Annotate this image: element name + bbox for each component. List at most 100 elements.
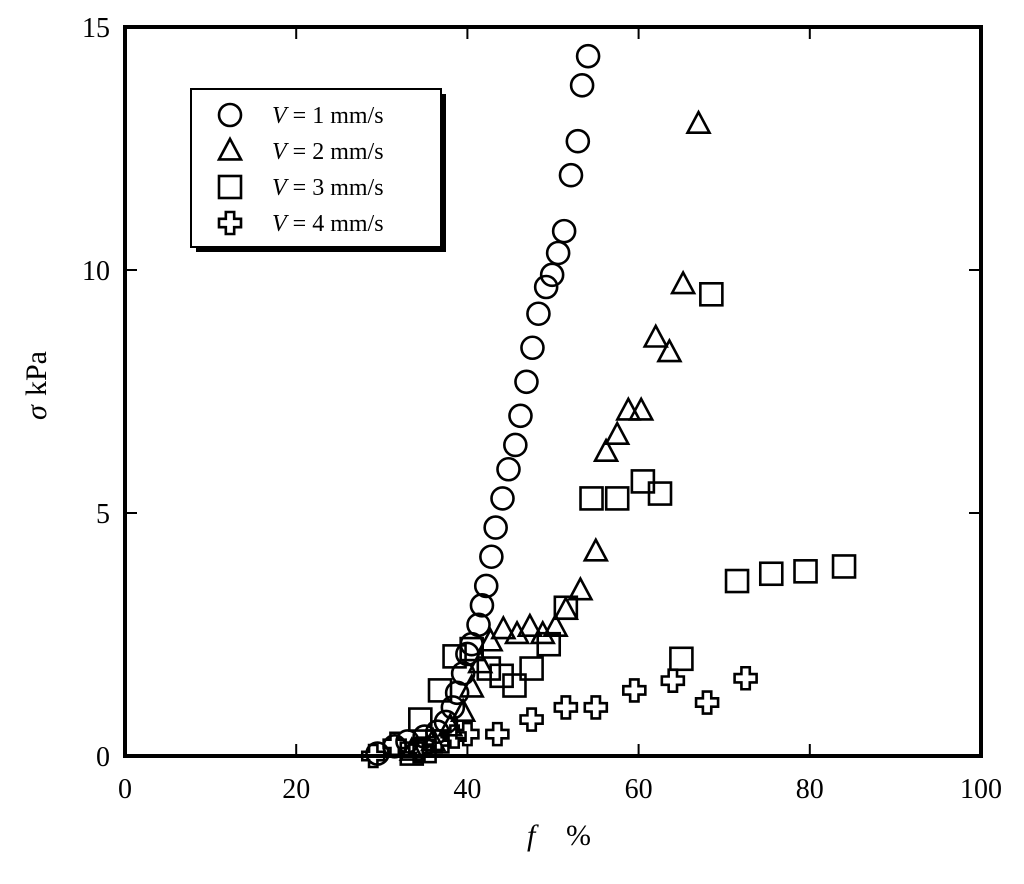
- legend-items: V = 1 mm/s V = 2 mm/s V = 3 mm/s V = 4 mm/s: [216, 102, 384, 237]
- square-data-point: [793, 559, 818, 584]
- square-data-point: [604, 486, 630, 511]
- circle-data-point: [558, 162, 584, 188]
- cross-data-point: [660, 668, 686, 693]
- circle-data-point: [483, 515, 508, 540]
- circle-data-point: [496, 456, 521, 482]
- square-data-point: [427, 678, 453, 703]
- x-tick-label: 80: [796, 774, 824, 805]
- square-data-point: [553, 595, 579, 621]
- triangle-data-point: [592, 437, 620, 463]
- circle-data-point: [473, 573, 499, 599]
- x-tick-label: 100: [960, 774, 1002, 805]
- triangle-data-point: [604, 420, 631, 446]
- legend-label: V = 4 mm/s: [272, 211, 384, 237]
- legend-label: V = 3 mm/s: [272, 175, 384, 201]
- cross-data-point: [733, 665, 758, 691]
- circle-data-point: [533, 274, 559, 300]
- y-tick-label: 10: [82, 256, 110, 287]
- cross-data-point: [408, 736, 433, 762]
- square-data-point: [831, 554, 857, 579]
- cross-data-point: [553, 695, 579, 720]
- square-data-point: [519, 656, 544, 681]
- x-tick-label: 60: [625, 774, 653, 805]
- circle-data-point: [466, 612, 491, 638]
- triangle-data-point: [458, 673, 485, 698]
- legend-cross-icon: [217, 210, 243, 236]
- square-data-point: [669, 646, 694, 672]
- square-data-point: [408, 707, 433, 732]
- legend-square-icon: [217, 174, 243, 200]
- legend: V = 1 mm/s V = 2 mm/s V = 3 mm/s V = 4 mm/s: [190, 88, 446, 252]
- legend-triangle-icon: [216, 136, 244, 161]
- circle-data-point: [526, 301, 551, 327]
- plot-frame: [123, 25, 983, 758]
- cross-data-point: [519, 707, 544, 732]
- x-axis-label: f %: [527, 819, 591, 852]
- cross-data-point: [622, 678, 647, 703]
- triangle-data-point: [642, 323, 669, 348]
- triangle-data-point: [567, 575, 594, 601]
- square-data-point: [442, 644, 467, 669]
- cross-data-point: [425, 729, 450, 754]
- triangle-data-point: [552, 595, 580, 620]
- triangle-data-point: [449, 697, 477, 723]
- y-tick-label: 5: [96, 499, 110, 530]
- y-tick-label: 0: [96, 742, 110, 773]
- triangle-data-point: [656, 337, 683, 363]
- triangle-data-point: [582, 537, 609, 562]
- axis-ticks: 0 20 40 60 80 100 0 5 10 15: [82, 13, 1002, 805]
- y-tick-label: 15: [82, 13, 110, 44]
- circle-data-point: [514, 369, 539, 395]
- circle-data-point: [479, 544, 504, 570]
- circle-data-point: [551, 218, 577, 244]
- x-axis-symbol: f: [527, 819, 539, 852]
- circle-data-point: [545, 240, 571, 266]
- x-tick-label: 0: [118, 774, 132, 805]
- cross-data-point: [382, 731, 407, 757]
- y-axis-unit: kPa: [20, 351, 53, 396]
- cross-data-point: [442, 724, 467, 749]
- circle-data-point: [490, 486, 515, 511]
- y-axis-label: σ kPa: [20, 351, 53, 420]
- data-markers: [360, 43, 857, 769]
- y-axis-symbol: σ: [20, 404, 53, 420]
- square-data-point: [399, 741, 425, 766]
- cross-data-point: [455, 721, 480, 747]
- legend-label: V = 2 mm/s: [272, 139, 384, 165]
- triangle-data-point: [542, 612, 569, 637]
- square-data-point: [579, 486, 604, 511]
- triangle-data-point: [685, 109, 712, 134]
- triangle-data-point: [669, 269, 697, 295]
- circle-data-point: [469, 593, 495, 618]
- circle-data-point: [508, 403, 533, 429]
- triangle-data-point: [615, 396, 642, 421]
- triangle-data-point: [503, 619, 531, 645]
- triangle-data-point: [490, 614, 517, 640]
- triangle-data-point: [627, 396, 655, 421]
- triangle-data-point: [467, 648, 494, 674]
- circle-data-point: [565, 128, 591, 154]
- square-data-point: [502, 673, 527, 698]
- circle-data-point: [569, 73, 595, 98]
- square-data-point: [724, 568, 750, 594]
- cross-data-point: [694, 690, 720, 715]
- circle-data-point: [503, 432, 528, 458]
- legend-circle-icon: [217, 102, 243, 128]
- square-data-point: [699, 281, 724, 307]
- cross-data-point: [583, 695, 609, 720]
- legend-box: [190, 88, 442, 248]
- cross-data-point: [360, 743, 386, 769]
- x-axis-unit: %: [566, 819, 591, 852]
- square-data-point: [476, 656, 502, 681]
- x-tick-label: 40: [453, 774, 481, 805]
- circle-data-point: [575, 43, 601, 69]
- circle-data-point: [520, 335, 545, 361]
- triangle-data-point: [477, 626, 504, 652]
- square-data-point: [459, 636, 484, 662]
- square-data-point: [647, 481, 673, 506]
- circle-data-point: [539, 262, 565, 288]
- legend-label: V = 1 mm/s: [272, 103, 384, 129]
- square-data-point: [536, 631, 562, 657]
- x-tick-label: 20: [282, 774, 310, 805]
